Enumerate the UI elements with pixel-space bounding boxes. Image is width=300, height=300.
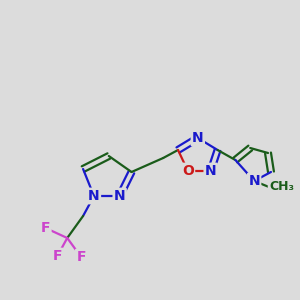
Text: F: F xyxy=(52,249,62,263)
Text: N: N xyxy=(205,164,217,178)
Text: N: N xyxy=(88,189,100,203)
Text: N: N xyxy=(114,189,125,203)
Text: O: O xyxy=(182,164,194,178)
Text: F: F xyxy=(41,221,50,235)
Text: F: F xyxy=(76,250,86,264)
Text: CH₃: CH₃ xyxy=(269,181,294,194)
Text: N: N xyxy=(248,174,260,188)
Text: N: N xyxy=(192,131,204,145)
